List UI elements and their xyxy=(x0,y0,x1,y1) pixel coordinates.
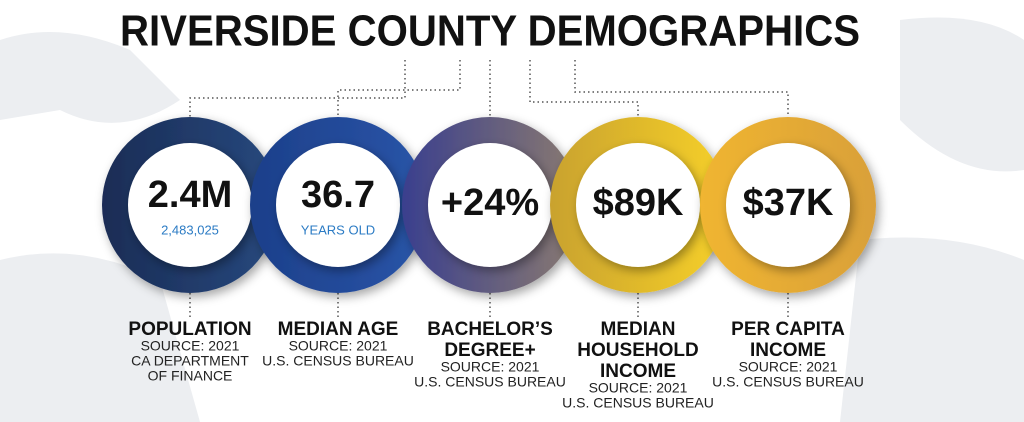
stat-source: CA DEPARTMENT xyxy=(131,353,249,369)
stat-label: BACHELOR’S xyxy=(427,319,553,340)
stat-source: U.S. CENSUS BUREAU xyxy=(262,353,414,369)
connector xyxy=(574,60,789,117)
stat-label: PER CAPITA xyxy=(731,319,845,340)
stat-source: OF FINANCE xyxy=(148,368,233,384)
ring-center xyxy=(726,143,850,267)
stat-source: U.S. CENSUS BUREAU xyxy=(414,374,566,390)
connector xyxy=(529,60,639,117)
connector xyxy=(337,60,461,117)
stat-source: U.S. CENSUS BUREAU xyxy=(562,395,714,411)
stat-value: $37K xyxy=(743,182,834,224)
title: RIVERSIDE COUNTY DEMOGRAPHICS xyxy=(120,7,860,56)
stat-label: INCOME xyxy=(600,361,676,382)
ring-center xyxy=(128,143,252,267)
stat-value: +24% xyxy=(441,182,539,224)
background-map xyxy=(0,17,1024,422)
stat-source: SOURCE: 2021 xyxy=(141,338,240,354)
connector xyxy=(189,60,406,117)
ring-center xyxy=(576,143,700,267)
stat-source: SOURCE: 2021 xyxy=(441,359,540,375)
ring-center xyxy=(428,143,552,267)
stat-value: 2.4M xyxy=(148,174,232,216)
stat-label: INCOME xyxy=(750,340,826,361)
ring-center xyxy=(276,143,400,267)
stat-source: SOURCE: 2021 xyxy=(739,359,838,375)
stat-label: POPULATION xyxy=(128,319,251,340)
stat-source: SOURCE: 2021 xyxy=(289,338,388,354)
stat-value: $89K xyxy=(593,182,684,224)
stat-value: 36.7 xyxy=(301,174,375,216)
stat-label: MEDIAN xyxy=(601,319,676,340)
stat-source: SOURCE: 2021 xyxy=(589,380,688,396)
stat-label: MEDIAN AGE xyxy=(278,319,399,340)
stat-subtext: 2,483,025 xyxy=(161,222,219,237)
stat-label: DEGREE+ xyxy=(444,340,535,361)
stat-subtext: YEARS OLD xyxy=(301,222,375,237)
stat-source: U.S. CENSUS BUREAU xyxy=(712,374,864,390)
stat-label: HOUSEHOLD xyxy=(577,340,698,361)
